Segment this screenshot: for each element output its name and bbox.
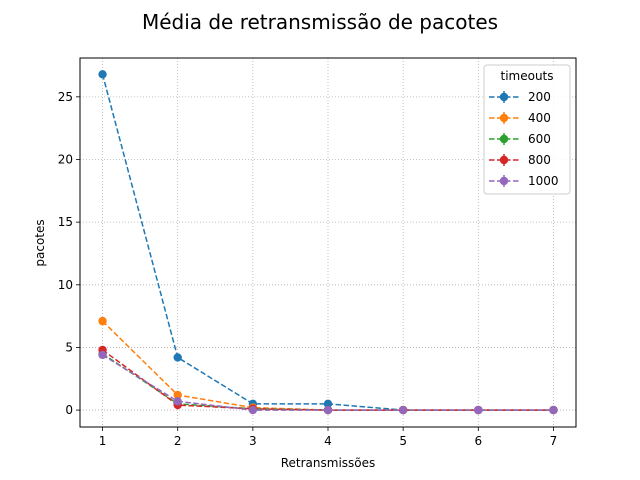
- data-point: [98, 350, 107, 360]
- legend-label: 1000: [528, 174, 559, 188]
- x-tick-label: 3: [249, 434, 257, 448]
- chart-title: Média de retransmissão de pacotes: [142, 10, 498, 34]
- y-tick-label: 10: [58, 278, 73, 292]
- x-tick-label: 2: [174, 434, 182, 448]
- y-tick-label: 15: [58, 215, 73, 229]
- data-point: [474, 405, 483, 415]
- x-tick-label: 5: [399, 434, 407, 448]
- y-tick-label: 20: [58, 152, 73, 166]
- x-axis-label: Retransmissões: [281, 456, 376, 470]
- legend-marker: [499, 176, 509, 186]
- x-tick-label: 7: [550, 434, 558, 448]
- data-point: [173, 390, 182, 400]
- data-point: [549, 405, 558, 415]
- data-point: [323, 405, 333, 415]
- legend-title: timeouts: [500, 69, 553, 83]
- data-point: [173, 397, 182, 406]
- legend-marker: [499, 92, 509, 102]
- legend-label: 600: [528, 132, 551, 146]
- legend-label: 800: [528, 153, 551, 167]
- data-point: [398, 405, 408, 415]
- y-tick-label: 5: [65, 340, 73, 354]
- x-tick-label: 4: [324, 434, 332, 448]
- plot-area: [98, 70, 558, 415]
- y-tick-label: 0: [65, 403, 73, 417]
- data-point: [98, 316, 107, 326]
- legend-marker: [499, 113, 509, 123]
- series-1000: [98, 350, 558, 415]
- legend: timeouts 200 400 600 800 1000: [483, 64, 571, 195]
- y-tick-label: 25: [58, 90, 73, 104]
- data-point: [173, 353, 182, 362]
- y-axis: 0 5 10 15 20 25: [58, 90, 80, 417]
- x-tick-label: 6: [474, 434, 482, 448]
- legend-marker: [499, 155, 509, 165]
- data-point: [323, 399, 333, 409]
- legend-marker: [499, 134, 509, 144]
- data-point: [98, 70, 107, 79]
- y-axis-label: pacotes: [33, 219, 47, 266]
- data-point: [248, 405, 258, 415]
- x-tick-label: 1: [99, 434, 107, 448]
- legend-label: 400: [528, 111, 551, 125]
- legend-label: 200: [528, 90, 551, 104]
- x-axis: 1 2 3 4 5 6 7: [99, 427, 558, 448]
